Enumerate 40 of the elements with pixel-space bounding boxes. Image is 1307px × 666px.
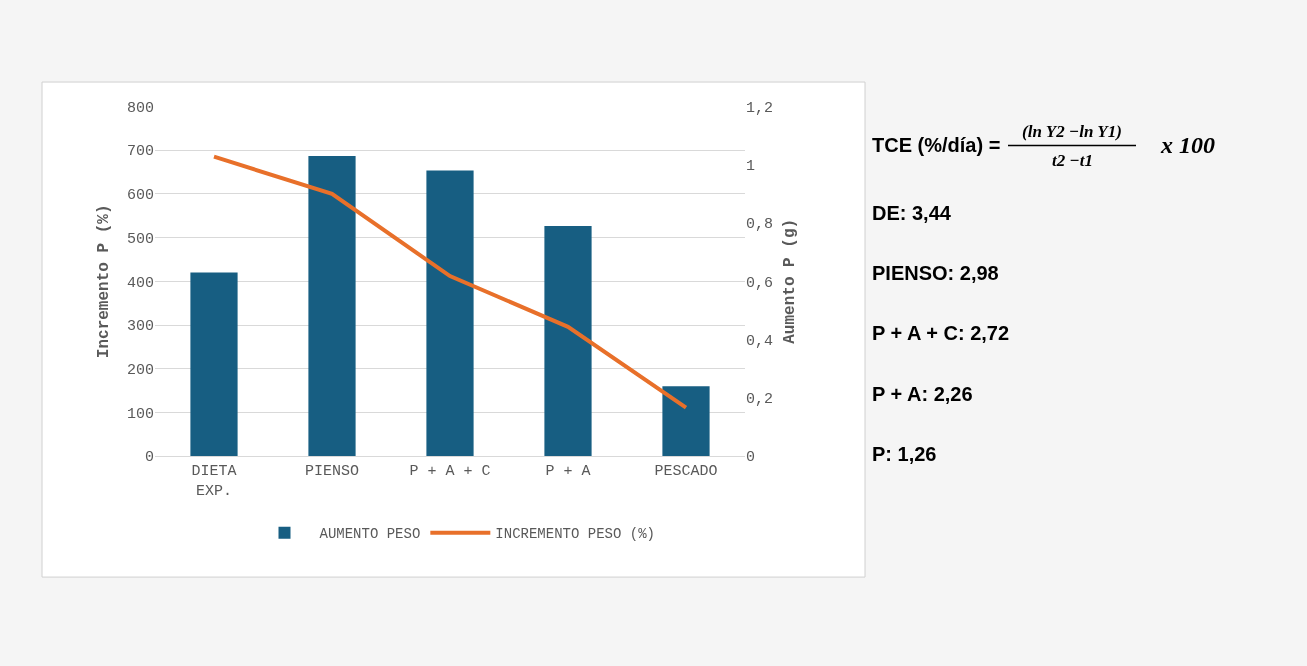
text: P + A: 2,26 xyxy=(872,383,973,405)
y2-axis-title: Aumento P (g) xyxy=(780,218,799,344)
y-tick-label: 600 xyxy=(126,187,154,205)
x-tick-label: P + A xyxy=(545,463,591,481)
text: (ln Y2 −ln Y1) xyxy=(1022,122,1122,141)
y2-tick-label: 1 xyxy=(746,157,756,175)
bar xyxy=(544,225,592,457)
x-tick-label: PESCADO xyxy=(654,463,718,481)
y-tick-label: 0 xyxy=(144,449,154,467)
y-tick-label: 300 xyxy=(126,318,154,336)
bar xyxy=(308,155,356,457)
legend-label: AUMENTO PESO xyxy=(319,526,421,543)
text: P + A + C: 2,72 xyxy=(872,322,1010,344)
text: x 100 xyxy=(1160,132,1215,158)
x-tick-label: P + A + C xyxy=(409,463,491,481)
y-tick-label: 400 xyxy=(126,274,154,292)
text: t2 −t1 xyxy=(1052,151,1093,170)
y-tick-label: 100 xyxy=(126,405,154,423)
y-tick-label: 800 xyxy=(126,99,154,117)
x-tick-label: DIETA EXP. xyxy=(191,463,237,500)
bar xyxy=(662,386,710,457)
y2-tick-label: 0,2 xyxy=(746,391,774,409)
y2-tick-label: 0,8 xyxy=(746,216,774,234)
y-tick-label: 700 xyxy=(126,143,154,161)
text: DE: 3,44 xyxy=(872,202,952,224)
bar xyxy=(190,272,238,457)
bar xyxy=(426,170,474,457)
y2-tick-label: 0,6 xyxy=(746,274,774,292)
text: PIENSO: 2,98 xyxy=(872,262,999,284)
y-tick-label: 200 xyxy=(126,362,154,380)
text: P: 1,26 xyxy=(872,443,937,465)
y2-tick-label: 1,2 xyxy=(746,99,774,117)
y-axis-title: Incremento P (%) xyxy=(94,204,113,359)
y2-tick-label: 0,4 xyxy=(746,332,774,350)
y-tick-label: 500 xyxy=(126,230,154,248)
x-tick-label: PIENSO xyxy=(304,463,360,481)
text: TCE (%/día) = xyxy=(872,134,1001,156)
y2-tick-label: 0 xyxy=(746,449,756,467)
legend-label: INCREMENTO PESO (%) xyxy=(495,526,655,543)
line-series xyxy=(212,154,688,410)
